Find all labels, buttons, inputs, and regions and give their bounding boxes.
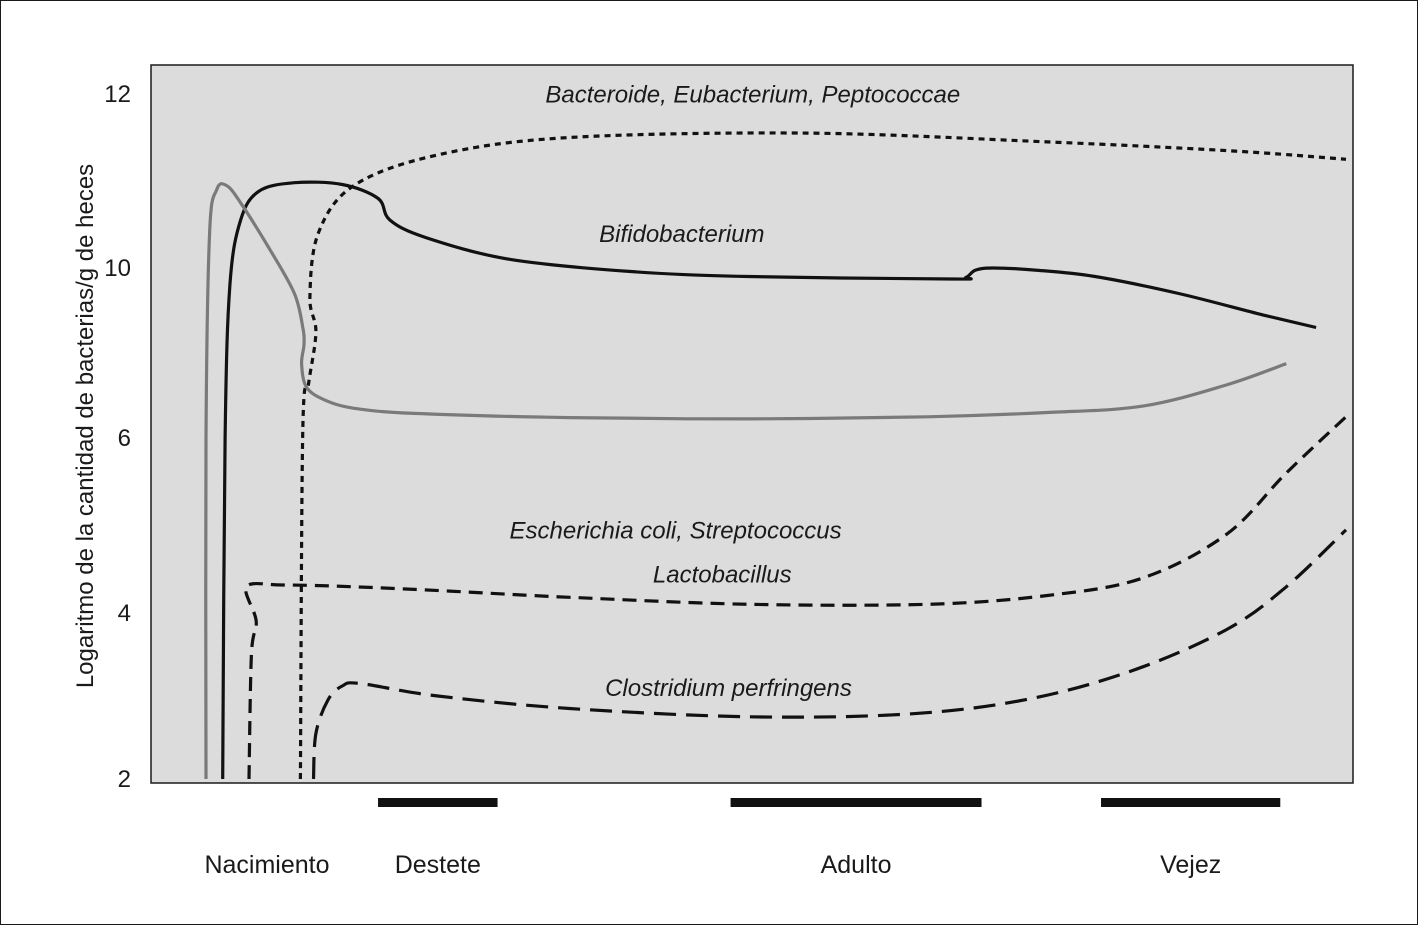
stage-label: Adulto bbox=[821, 851, 892, 879]
y-tick-label: 2 bbox=[118, 766, 131, 793]
series-label: Clostridium perfringens bbox=[605, 675, 852, 702]
stage-label: Vejez bbox=[1160, 851, 1221, 879]
y-tick-label: 6 bbox=[118, 425, 131, 452]
series-label: Lactobacillus bbox=[653, 561, 792, 588]
y-tick-label: 12 bbox=[104, 81, 131, 108]
series-label: Bacteroide, Eubacterium, Peptococcae bbox=[545, 82, 960, 109]
series-line bbox=[204, 182, 1287, 780]
stage-bar bbox=[378, 798, 498, 807]
series-line bbox=[244, 415, 1348, 780]
y-axis-title: Logaritmo de la cantidad de bacterias/g … bbox=[72, 164, 99, 688]
series-line bbox=[221, 180, 1317, 780]
series-line bbox=[311, 528, 1348, 780]
series-label: Bifidobacterium bbox=[599, 221, 764, 248]
y-tick-label: 10 bbox=[104, 255, 131, 282]
stage-label: Destete bbox=[395, 851, 481, 879]
y-tick-label: 4 bbox=[118, 600, 131, 627]
stage-label: Nacimiento bbox=[204, 851, 329, 879]
plot-area bbox=[150, 64, 1354, 784]
stage-bar bbox=[1101, 798, 1281, 807]
series-label: Escherichia coli, Streptococcus bbox=[510, 518, 842, 545]
stage-bar bbox=[730, 798, 982, 807]
